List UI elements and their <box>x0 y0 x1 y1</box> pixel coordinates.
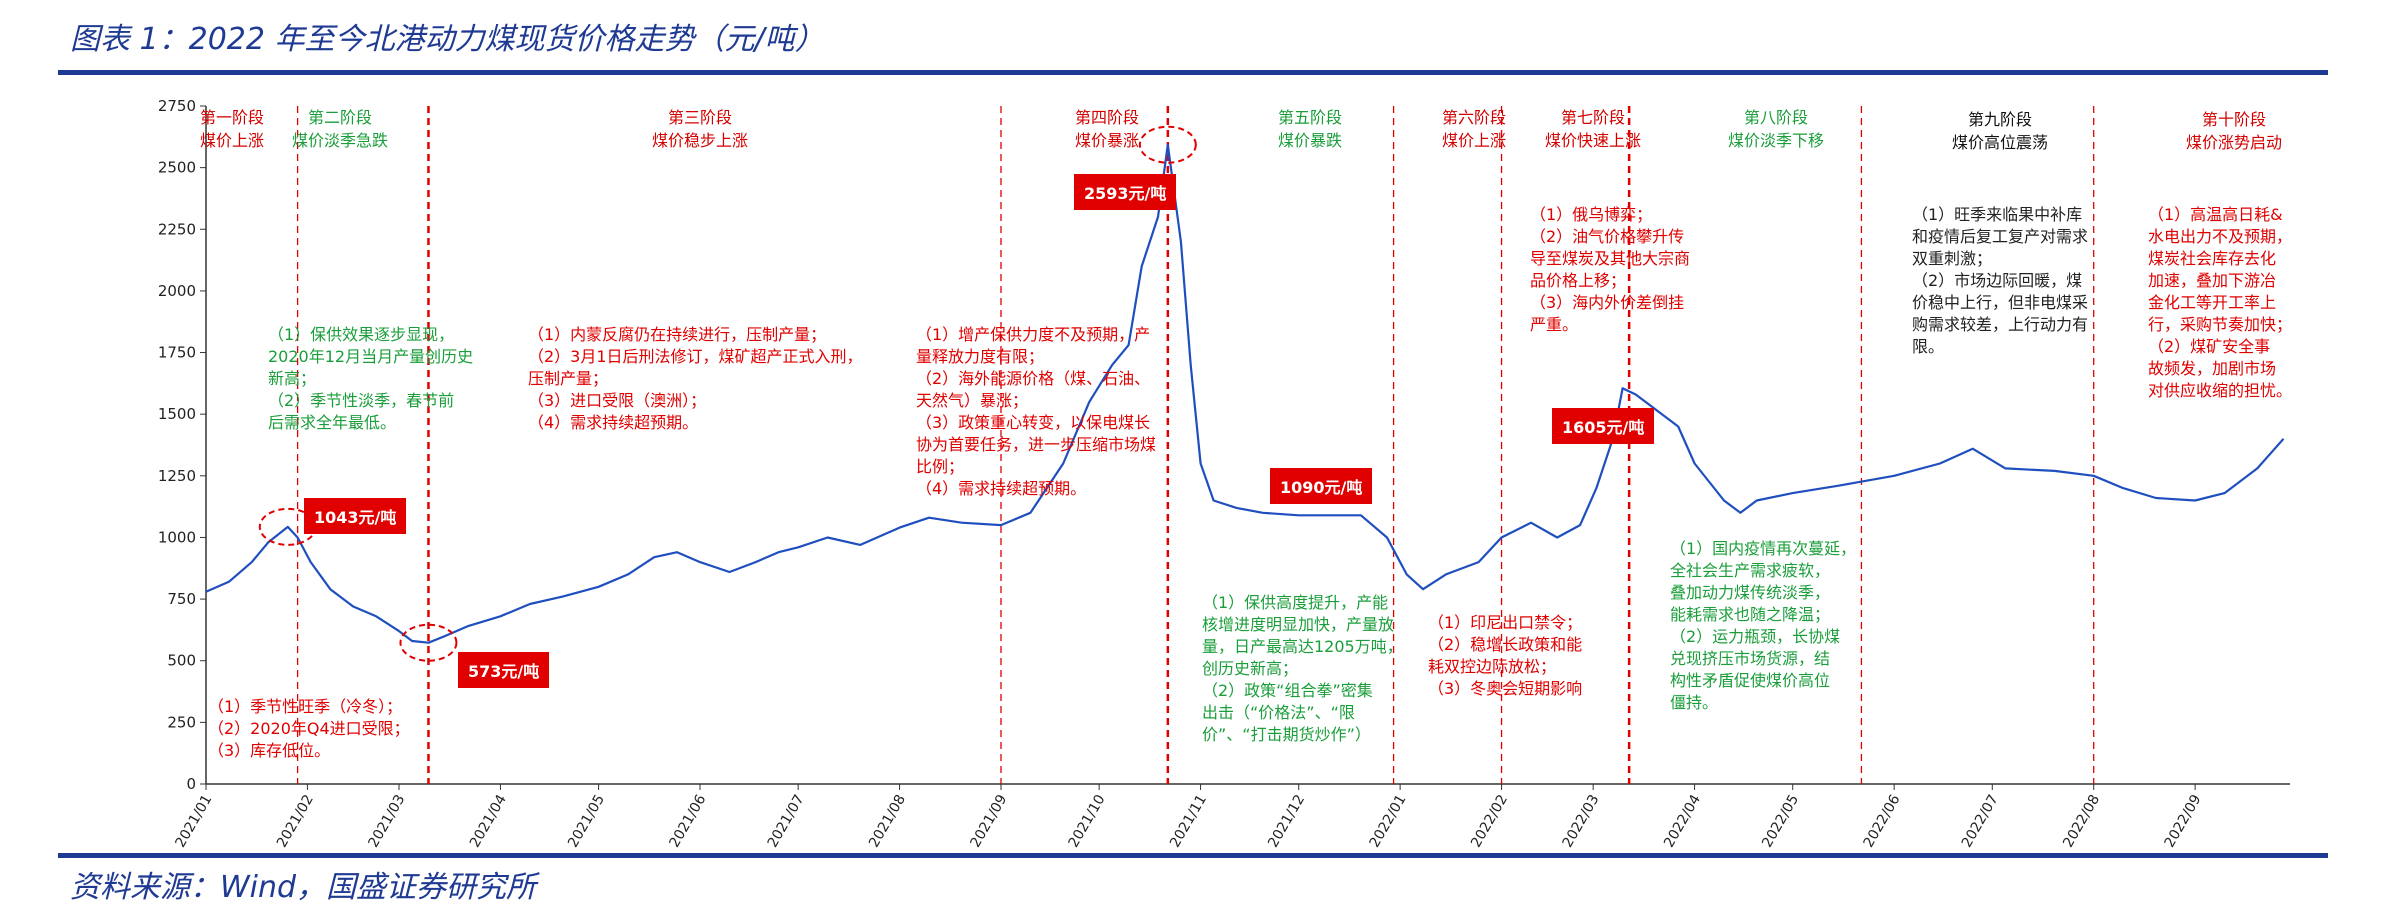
x-tick-label: 2021/04 <box>467 792 510 850</box>
stage-5-label: 第五阶段 煤价暴跌 <box>1278 106 1342 152</box>
x-tick-label: 2022/03 <box>1560 792 1603 850</box>
y-tick-label: 250 <box>167 713 196 731</box>
x-tick-label: 2022/05 <box>1759 792 1802 850</box>
callout-573: 573元/吨 <box>458 652 550 688</box>
source-note: 资料来源：Wind，国盛证券研究所 <box>70 870 537 905</box>
stage-8-name: 第八阶段 <box>1743 108 1809 127</box>
stage-1-desc: 煤价上涨 <box>199 131 265 150</box>
stage-9-label: 第九阶段 煤价高位震荡 <box>1952 108 2048 154</box>
annotation-stage-5: （1）保供高度提升，产能 核增进度明显加快，产量放 量，日产最高达1205万吨，… <box>1202 593 1403 744</box>
stage-7-label: 第七阶段 煤价快速上涨 <box>1545 106 1641 152</box>
stage-7-desc: 煤价快速上涨 <box>1544 131 1642 150</box>
stage-9-name: 第九阶段 <box>1967 110 2033 129</box>
turning-point-highlight <box>1138 125 1197 164</box>
x-tick-label: 2022/07 <box>1959 792 2002 850</box>
y-tick-label: 2250 <box>158 220 196 238</box>
x-tick-label: 2022/08 <box>2060 792 2103 850</box>
x-tick-label: 2021/03 <box>366 792 409 850</box>
y-tick-label: 0 <box>186 775 196 793</box>
x-tick-label: 2021/02 <box>274 792 317 850</box>
y-tick-label: 1500 <box>158 405 196 423</box>
x-tick-label: 2022/09 <box>2162 792 2205 850</box>
annotation-stage-9: （1）旺季来临果中补库 和疫情后复工复产对需求 双重刺激； （2）市场边际回暖，… <box>1912 205 2089 356</box>
x-tick-label: 2022/02 <box>1468 792 1511 850</box>
y-tick-label: 500 <box>167 652 196 670</box>
stage-3-label: 第三阶段 煤价稳步上涨 <box>652 106 748 152</box>
figure-title: 图表 1：2022 年至今北港动力煤现货价格走势（元/吨） <box>70 22 825 57</box>
stage-8-label: 第八阶段 煤价淡季下移 <box>1728 106 1824 152</box>
y-tick-label: 750 <box>167 590 196 608</box>
callout-1043: 1043元/吨 <box>304 498 407 534</box>
x-tick-label: 2021/05 <box>565 792 608 850</box>
y-tick-label: 2500 <box>158 159 196 177</box>
stage-4-name: 第四阶段 <box>1074 108 1140 127</box>
annotation-stage-6: （1）印尼出口禁令； （2）稳增长政策和能 耗双控边际放松； （3）冬奥会短期影… <box>1428 613 1583 698</box>
stage-10-desc: 煤价涨势启动 <box>2185 133 2283 152</box>
stage-2-label: 第二阶段 煤价淡季急跌 <box>292 106 388 152</box>
stage-1-name: 第一阶段 <box>199 108 265 127</box>
stage-3-name: 第三阶段 <box>667 108 733 127</box>
annotation-stage-4: （1）增产保供力度不及预期，产 量释放力度有限； （2）海外能源价格（煤、石油、… <box>916 325 1157 498</box>
annotation-stage-1: （1）季节性旺季（冷冬）； （2）2020年Q4进口受限； （3）库存低位。 <box>208 697 410 760</box>
annotation-stage-7: （1）俄乌博弈； （2）油气价格攀升传 导至煤炭及其他大宗商 品价格上移； （3… <box>1530 205 1691 334</box>
x-tick-label: 2022/06 <box>1861 792 1904 850</box>
x-tick-label: 2021/06 <box>667 792 710 850</box>
x-tick-label: 2022/04 <box>1661 792 1704 850</box>
stage-2-name: 第二阶段 <box>307 108 373 127</box>
y-tick-label: 1750 <box>158 344 196 362</box>
y-tick-label: 2750 <box>158 97 196 115</box>
stage-5-desc: 煤价暴跌 <box>1277 131 1343 150</box>
x-tick-label: 2021/12 <box>1265 792 1308 850</box>
bottom-rule <box>58 853 2328 858</box>
stage-6-desc: 煤价上涨 <box>1441 131 1507 150</box>
x-tick-label: 2022/01 <box>1367 792 1410 850</box>
stage-8-desc: 煤价淡季下移 <box>1727 131 1825 150</box>
callout-1605: 1605元/吨 <box>1552 408 1655 444</box>
stage-6-name: 第六阶段 <box>1441 108 1507 127</box>
x-tick-label: 2021/01 <box>173 792 216 850</box>
stage-4-desc: 煤价暴涨 <box>1074 131 1140 150</box>
stage-7-name: 第七阶段 <box>1560 108 1626 127</box>
stage-10-name: 第十阶段 <box>2201 110 2267 129</box>
x-tick-label: 2021/08 <box>866 792 909 850</box>
turning-point-highlight <box>399 623 458 662</box>
callout-1090: 1090元/吨 <box>1270 468 1373 504</box>
top-rule <box>58 70 2328 75</box>
annotation-stage-2: （1）保供效果逐步显现， 2020年12月当月产量创历史 新高； （2）季节性淡… <box>268 325 474 432</box>
stage-5-name: 第五阶段 <box>1277 108 1343 127</box>
x-tick-label: 2021/07 <box>765 792 808 850</box>
stage-2-desc: 煤价淡季急跌 <box>291 131 389 150</box>
x-tick-label: 2021/09 <box>968 792 1011 850</box>
stage-6-label: 第六阶段 煤价上涨 <box>1442 106 1506 152</box>
x-tick-label: 2021/11 <box>1167 792 1210 850</box>
x-tick-label: 2021/10 <box>1066 792 1109 850</box>
annotation-stage-3: （1）内蒙反腐仍在持续进行，压制产量； （2）3月1日后刑法修订，煤矿超产正式入… <box>528 325 863 432</box>
stage-10-label: 第十阶段 煤价涨势启动 <box>2186 108 2282 154</box>
stage-9-desc: 煤价高位震荡 <box>1951 133 2049 152</box>
annotation-stage-8: （1）国内疫情再次蔓延， 全社会生产需求疲软， 叠加动力煤传统淡季， 能耗需求也… <box>1670 539 1857 712</box>
stage-4-label: 第四阶段 煤价暴涨 <box>1075 106 1139 152</box>
y-tick-label: 1250 <box>158 467 196 485</box>
price-series-line <box>205 143 2285 644</box>
callout-2593: 2593元/吨 <box>1074 174 1177 210</box>
annotation-stage-10: （1）高温高日耗& 水电出力不及预期， 煤炭社会库存去化 加速，叠加下游冶 金化… <box>2148 205 2293 400</box>
stage-3-desc: 煤价稳步上涨 <box>651 131 749 150</box>
y-tick-label: 2000 <box>158 282 196 300</box>
stage-1-label: 第一阶段 煤价上涨 <box>200 106 264 152</box>
y-tick-label: 1000 <box>158 528 196 546</box>
